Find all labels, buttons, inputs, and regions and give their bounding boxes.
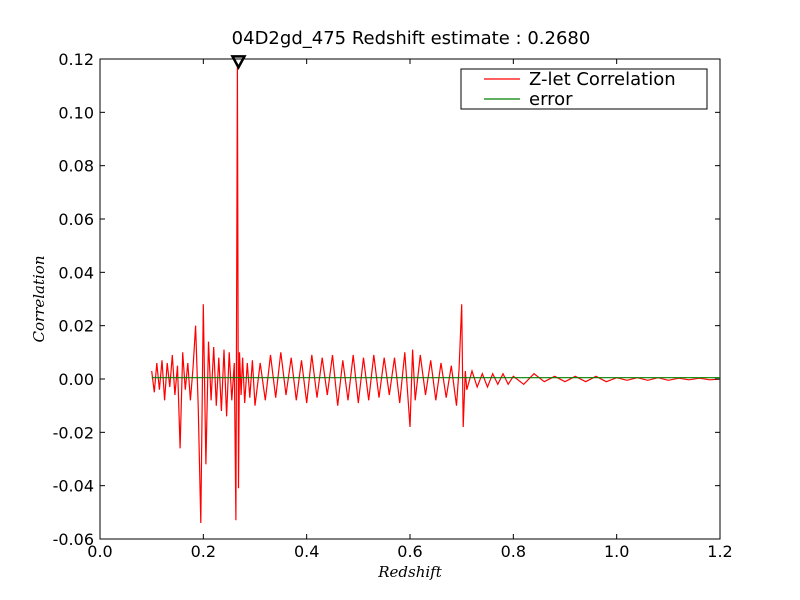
legend-box (460, 68, 708, 110)
x-tick-label: 0.8 (501, 542, 526, 561)
x-tick-label: 1.2 (707, 542, 732, 561)
chart-title: 04D2gd_475 Redshift estimate : 0.2680 (232, 28, 591, 49)
y-tick-label: 0.08 (58, 157, 94, 176)
y-tick-label: 0.12 (58, 50, 94, 69)
y-tick-label: 0.04 (58, 263, 94, 282)
y-tick-label: 0.10 (58, 103, 94, 122)
x-axis-label: Redshift (377, 563, 442, 581)
series-layer (151, 64, 721, 524)
y-tick-label: -0.04 (53, 477, 94, 496)
x-tick-label: 0.2 (191, 542, 216, 561)
x-tick-label: 1.0 (604, 542, 629, 561)
y-tick-label: 0.02 (58, 317, 94, 336)
marker-layer (230, 55, 247, 70)
plot-area (99, 58, 721, 540)
y-tick-label: 0.06 (58, 210, 94, 229)
x-tick-label: 0.6 (397, 542, 422, 561)
legend: Z-let Correlation error (460, 68, 708, 110)
legend-label-error: error (529, 89, 573, 110)
y-tick-label: -0.02 (53, 423, 94, 442)
y-axis-label: Correlation (30, 256, 48, 343)
x-tick-label: 0.4 (294, 542, 319, 561)
peak-marker (230, 55, 247, 70)
x-tick-label: 0.0 (87, 542, 112, 561)
series-line-correlation (151, 64, 721, 524)
legend-label-correlation: Z-let Correlation (529, 69, 676, 90)
ticks-layer: 0.0 0.2 0.4 0.6 0.8 1.0 1.2 -0.06 -0.04 -0.02 0.00… (53, 50, 733, 561)
y-tick-label: -0.06 (53, 530, 94, 549)
y-tick-label: 0.00 (58, 370, 94, 389)
